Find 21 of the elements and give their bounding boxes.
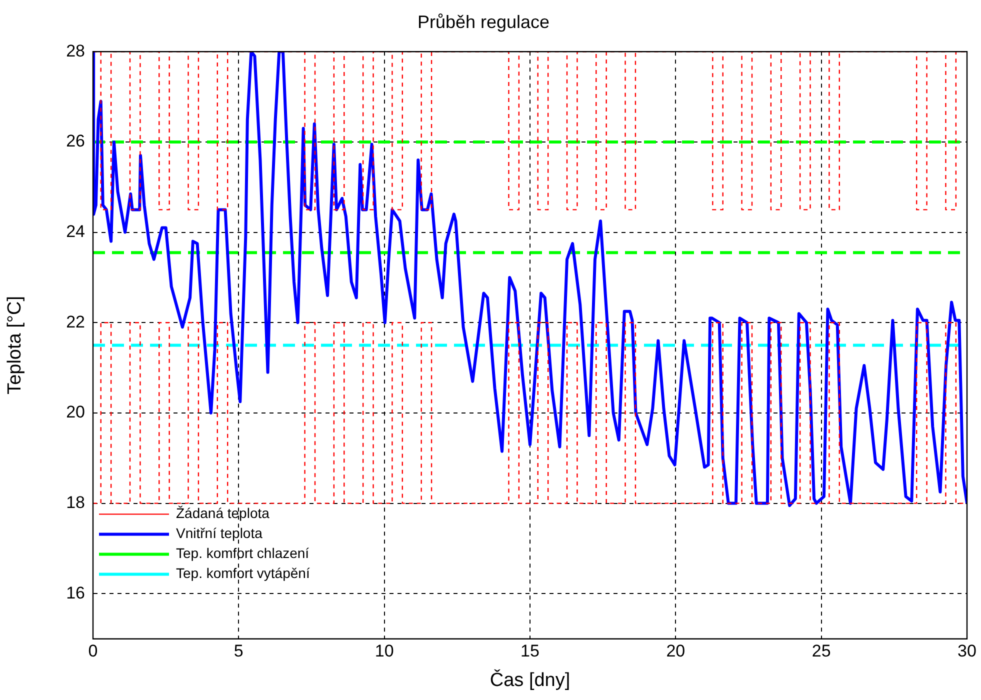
x-tick-label: 20: [666, 642, 686, 661]
x-tick-label: 5: [234, 642, 244, 661]
y-tick-label: 20: [66, 402, 85, 422]
x-axis-title: Čas [dny]: [490, 668, 570, 691]
y-tick-label: 24: [66, 222, 85, 241]
y-tick-label: 18: [66, 492, 85, 512]
legend-label: Tep. komfort vytápění: [176, 565, 310, 582]
y-axis-title: Teplota [°C]: [4, 296, 26, 394]
y-tick-label: 22: [66, 312, 85, 332]
legend-label: Tep. komfort chlazení: [176, 545, 310, 562]
x-tick-label: 25: [812, 642, 831, 661]
chart-title: Průběh regulace: [417, 12, 550, 32]
x-tick-label: 15: [520, 642, 540, 661]
y-tick-label: 26: [66, 132, 85, 151]
x-tick-label: 0: [88, 642, 98, 661]
x-tick-label: 10: [374, 642, 394, 661]
y-tick-label: 16: [66, 583, 85, 602]
legend-label: Vnitřní teplota: [176, 525, 263, 542]
y-tick-label: 28: [66, 41, 85, 60]
legend-label: Žádaná teplota: [176, 505, 270, 522]
x-tick-label: 30: [958, 642, 976, 661]
